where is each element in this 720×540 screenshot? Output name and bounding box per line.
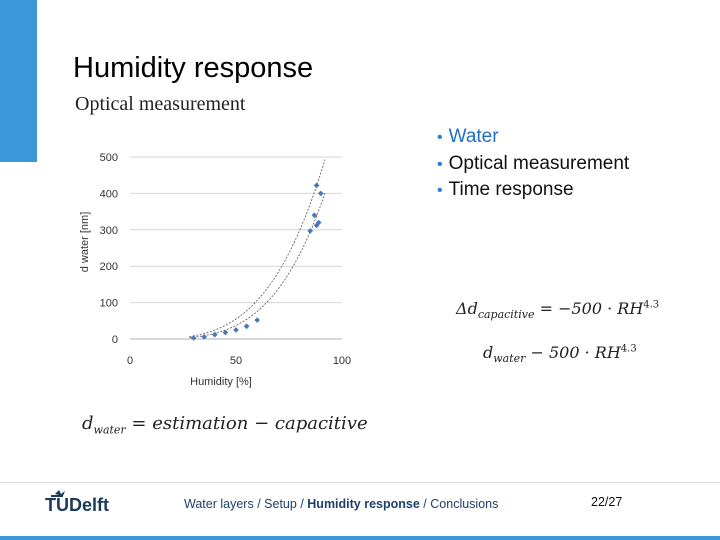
x-tick-label: 50 [230,355,242,367]
bullet-item: • Optical measurement [437,152,630,174]
breadcrumb-item-water-layers[interactable]: Water layers [184,497,254,511]
data-point [211,331,218,338]
fit-curve [189,159,326,337]
footer-accent-bar [0,536,720,540]
data-point [201,333,208,340]
tudelft-logo-icon [51,490,65,497]
breadcrumb-separator: / [300,497,304,511]
bullet-dot-icon: • [437,155,443,173]
y-tick-label: 400 [100,188,118,200]
y-tick-label: 200 [100,261,118,273]
fit-curve [189,192,326,338]
bullet-item: • Water [437,126,499,147]
x-tick-label: 100 [333,355,351,367]
data-point [243,323,250,330]
accent-bar [0,0,37,162]
breadcrumb: Water layers / Setup / Humidity response… [184,497,498,511]
page-number: 22/27 [591,495,623,509]
x-axis-label: Humidity [%] [190,376,252,388]
logo-label: TUDelft [45,495,109,515]
slide-title: Humidity response [73,52,314,84]
bullet-item: • Time response [437,179,574,200]
tudelft-logo-text: TUDelft [45,495,109,516]
data-point [233,327,239,333]
breadcrumb-item-humidity-response[interactable]: Humidity response [307,497,420,511]
y-tick-label: 300 [100,225,118,237]
footer-divider [0,482,720,483]
y-axis-label: d water [nm] [79,212,91,273]
data-point [315,219,322,226]
data-point [317,190,324,197]
data-point [313,182,320,189]
bullet-dot-icon: • [437,129,443,146]
humidity-chart: 0 100 200 300 400 500 0 50 100 Humidity [%] d wate… [79,152,351,388]
data-point [222,329,229,336]
data-point [307,228,314,234]
bullet-list: • Water • Optical measurement • Time respon… [437,124,629,204]
data-point [254,317,261,323]
breadcrumb-item-conclusions[interactable]: Conclusions [430,497,499,511]
y-tick-label: 100 [100,298,118,310]
x-tick-label: 0 [127,355,133,367]
slide-subtitle: Optical measurement [75,93,246,115]
breadcrumb-item-setup[interactable]: Setup [264,497,297,511]
bullet-dot-icon: • [437,182,443,199]
formula-water: dwater − 500 · RH4.3 [483,343,637,366]
formula-estimation: dwater = estimation − capacitive [82,413,368,437]
breadcrumb-separator: / [423,497,427,511]
data-point [190,335,197,341]
y-tick-label: 0 [112,334,118,346]
y-tick-label: 500 [100,152,118,164]
data-point [311,212,318,219]
breadcrumb-separator: / [257,497,261,511]
formula-capacitive: Δdcapacitive = −500 · RH4.3 [456,299,660,322]
